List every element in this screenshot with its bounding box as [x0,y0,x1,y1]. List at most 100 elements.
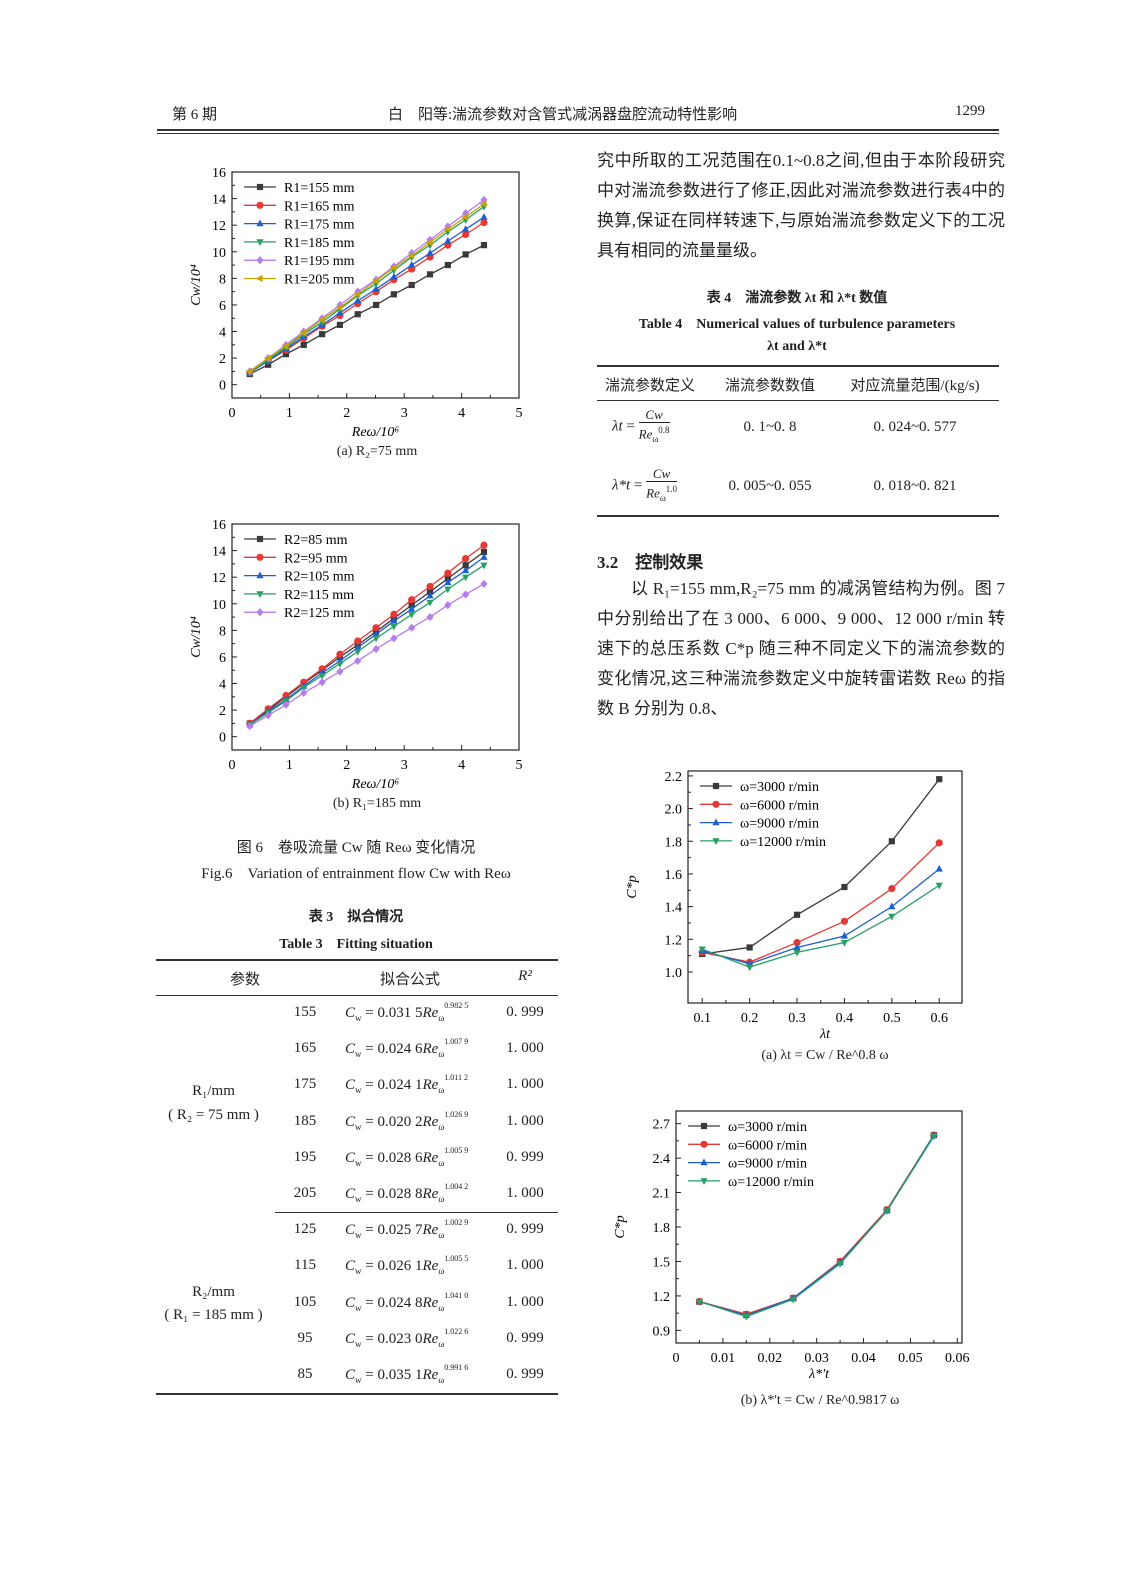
x-tick-label: 2 [343,758,350,773]
data-point [354,296,362,304]
legend-label: R2=105 mm [284,570,355,585]
data-point [299,329,307,337]
data-point [479,200,487,208]
data-point [372,284,380,292]
data-point [426,591,434,599]
data-point [300,684,308,692]
x-tick-label: 2 [343,406,350,421]
x-tick-label: 0.6 [930,1011,948,1026]
table3-formula: Cw = 0.028 8Reω1.004 2 [345,1182,469,1204]
data-point [354,649,362,656]
x-tick-label: 3 [401,758,408,773]
series-r1-195-mm: R1=195 mm [244,195,488,376]
legend-label: R2=125 mm [284,606,355,621]
series--12000-r-min: ω=12000 r/min [688,1133,938,1321]
table3-param: 195 [293,1148,317,1165]
table3-r2: 0. 999 [506,1004,544,1020]
legend-label: ω=3000 r/min [728,1120,807,1135]
y-tick-label: 12 [212,571,226,586]
x-tick-label: 0 [673,1351,680,1366]
data-point [462,251,469,258]
series-r2-125-mm: R2=125 mm [244,579,488,731]
y-axis-label: C*p [625,875,640,898]
x-tick-label: 5 [516,406,523,421]
y-tick-label: 1.6 [665,868,683,883]
series-r2-115-mm: R2=115 mm [244,562,488,729]
data-point [408,596,416,604]
legend-marker [256,591,264,598]
x-tick-label: 0.02 [758,1351,783,1366]
issue-number: 第 6 期 [172,107,218,123]
y-tick-label: 6 [219,651,226,666]
table3-param: 105 [293,1293,317,1310]
data-point [426,235,434,244]
x-axis-label: λt [819,1027,831,1042]
y-tick-label: 16 [212,518,226,533]
data-point [883,1208,891,1216]
y-tick-label: 2.2 [665,770,683,785]
x-axis-label: λ*'t [808,1367,830,1382]
legend-label: R1=155 mm [284,181,355,196]
legend-marker [700,1158,708,1166]
data-point [389,264,397,272]
data-point [480,541,488,549]
table4-range: 0. 024~0. 577 [873,419,957,435]
data-point [318,672,326,680]
table4-value: 0. 1~0. 8 [743,419,797,435]
data-point [335,304,343,312]
legend-marker [256,535,264,543]
x-axis-label: Reω/10⁶ [351,777,400,792]
legend-marker [712,818,720,826]
data-point [426,582,434,591]
data-point [390,610,398,619]
data-point [265,361,272,368]
series-r2-105-mm: R2=105 mm [244,553,488,728]
table3-r2: 1. 000 [506,1076,544,1093]
data-point [793,911,801,918]
y-tick-label: 2.0 [665,803,683,818]
fig6-caption-en: Fig.6 Variation of entrainment flow Cw w… [201,866,511,882]
data-point [444,222,452,231]
series-r1-185-mm: R1=185 mm [244,203,488,377]
data-point [246,721,254,731]
data-point [462,574,470,582]
data-point [408,611,416,619]
legend-label: R2=115 mm [284,588,354,603]
x-tick-label: 4 [458,758,465,773]
data-point [840,931,849,939]
data-point [354,643,362,651]
data-point [841,883,848,891]
data-point [371,277,379,285]
table3-formula: Cw = 0.024 1Reω1.011 2 [345,1073,468,1096]
series--3000-r-min: ω=3000 r/min [688,1120,937,1318]
x-tick-label: 0.01 [711,1351,736,1366]
series-line [702,868,940,965]
data-point [936,776,943,783]
data-point [840,939,849,947]
chart-fig7a: 0.1 0.2 0.3 0.4 0.5 0.6 1.0 1.2 1.4 1.6 1.8 2.0 2.2 λ… [625,770,963,1042]
table3-group-rule [275,1212,558,1213]
x-tick-label: 0.06 [945,1351,970,1366]
data-point [336,321,344,328]
table3-header: 参数 [229,972,260,988]
data-point [353,290,361,298]
data-point [840,917,849,925]
data-point [836,1261,844,1268]
legend-label: ω=9000 r/min [728,1157,807,1172]
x-tick-label: 0.1 [693,1011,711,1026]
legend-marker [700,1140,708,1148]
y-tick-label: 1.0 [665,966,683,981]
table4-caption-cn: 表 4 湍流参数 λt 和 λ*t 数值 [706,291,888,306]
data-point [698,946,706,954]
data-point [462,230,470,239]
legend-label: R2=95 mm [284,551,348,566]
legend-marker [712,800,720,808]
data-point [408,604,416,612]
data-point [444,578,452,586]
series-line [701,884,940,968]
data-point [480,213,488,220]
x-tick-label: 0.05 [898,1351,923,1366]
table3-param: 85 [297,1366,313,1382]
x-tick-label: 1 [286,406,293,421]
